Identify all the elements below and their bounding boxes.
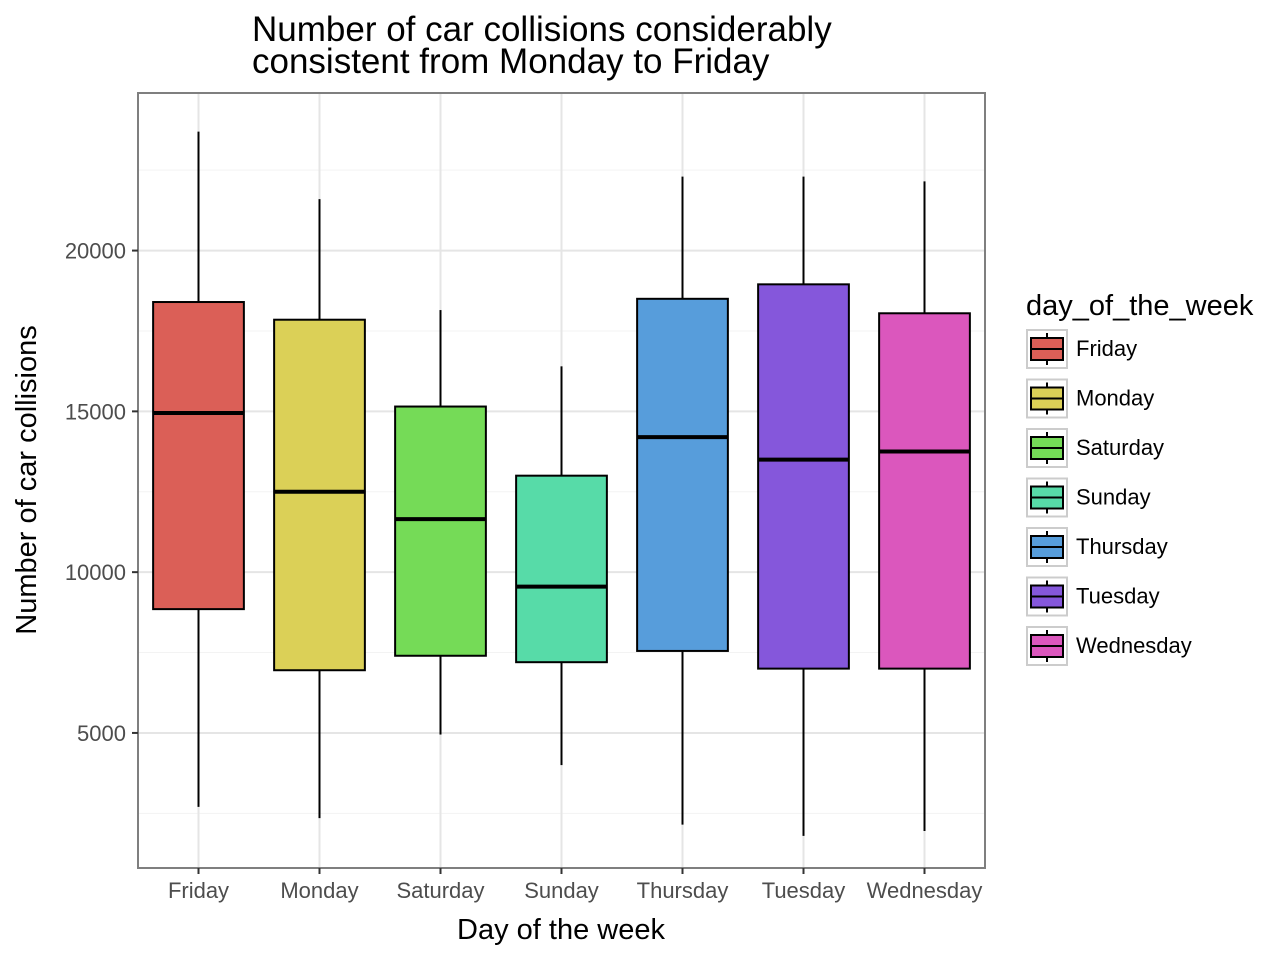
box-iqr (515, 474, 608, 664)
y-axis-title: Number of car collisions (11, 325, 43, 634)
legend-item-saturday: Saturday (1026, 428, 1164, 468)
legend-item-wednesday: Wednesday (1026, 626, 1192, 666)
legend-item-monday: Monday (1026, 378, 1154, 419)
box-series (152, 131, 971, 836)
chart-title-line-1: Number of car collisions considerably (252, 10, 832, 49)
legend-item-tuesday: Tuesday (1026, 576, 1160, 617)
box-iqr (636, 297, 729, 652)
legend-item-thursday: Thursday (1026, 527, 1168, 567)
chart-title: Number of car collisions considerably co… (252, 10, 832, 81)
box-iqr (878, 312, 971, 670)
x-tick-label: Monday (280, 878, 358, 903)
x-tick-label: Saturday (396, 878, 484, 903)
box-friday (152, 131, 245, 807)
y-tick-label: 10000 (65, 560, 126, 585)
legend-label: Thursday (1076, 534, 1168, 559)
legend-item-sunday: Sunday (1026, 477, 1151, 518)
chart-title-line-2: consistent from Monday to Friday (252, 42, 770, 81)
legend-items: Friday Monday Saturday Sunday Thursday Tuesda… (1026, 329, 1192, 666)
x-tick-label: Wednesday (867, 878, 983, 903)
box-iqr (152, 301, 245, 611)
legend-item-friday: Friday (1026, 329, 1137, 369)
x-tick-label: Sunday (524, 878, 599, 903)
legend-title: day_of_the_week (1026, 290, 1254, 322)
box-tuesday (757, 176, 850, 836)
box-thursday (636, 176, 729, 825)
box-iqr (757, 283, 850, 670)
plot-panel (137, 92, 986, 869)
box-sunday (515, 366, 608, 766)
legend-label: Tuesday (1076, 584, 1160, 609)
box-monday (273, 199, 366, 819)
box-wednesday (878, 181, 971, 832)
box-iqr (273, 318, 366, 672)
legend: day_of_the_week Friday Monday Saturday Sund… (1026, 290, 1254, 666)
x-tick-label: Thursday (637, 878, 729, 903)
y-axis-ticks: 5000 10000 15000 20000 (65, 239, 138, 746)
y-tick-label: 20000 (65, 239, 126, 264)
x-axis-title: Day of the week (457, 914, 665, 946)
x-tick-label: Friday (168, 878, 229, 903)
y-tick-label: 15000 (65, 399, 126, 424)
legend-label: Sunday (1076, 485, 1151, 510)
legend-label: Wednesday (1076, 633, 1192, 658)
box-saturday (394, 310, 487, 735)
box-iqr (394, 405, 487, 657)
x-tick-label: Tuesday (762, 878, 846, 903)
y-tick-label: 5000 (77, 721, 126, 746)
legend-label: Friday (1076, 336, 1137, 361)
x-axis-ticks: Friday Monday Saturday Sunday Thursday Tuesda… (168, 868, 982, 903)
legend-label: Monday (1076, 386, 1154, 411)
legend-label: Saturday (1076, 435, 1164, 460)
